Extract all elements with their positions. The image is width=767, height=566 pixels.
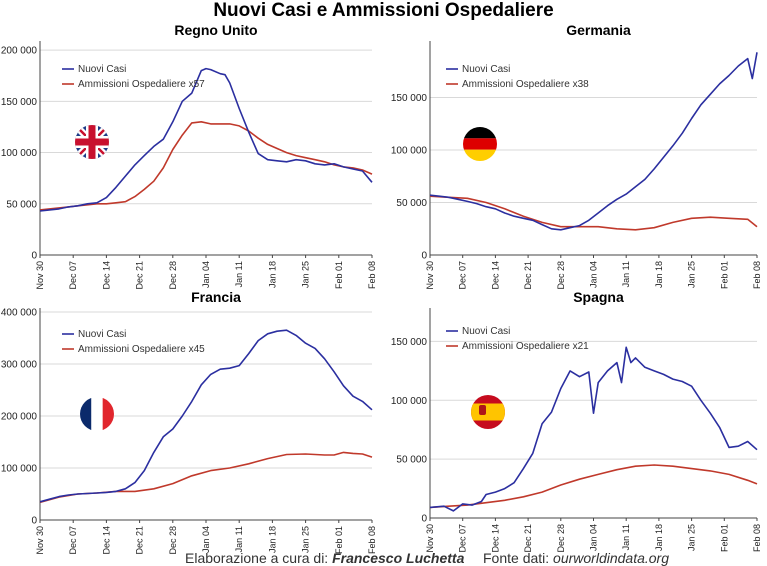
y-tick-label: 150 000 — [1, 97, 38, 108]
x-tick-label: Jan 18 — [654, 261, 664, 288]
chart-title: Germania — [566, 22, 631, 38]
source-label: Fonte dati: — [483, 550, 550, 566]
y-tick-label: 0 — [421, 251, 427, 262]
x-tick-label: Jan 04 — [201, 526, 211, 553]
legend-label: Nuovi Casi — [462, 64, 510, 75]
x-tick-label: Dec 28 — [168, 261, 178, 290]
spain-flag — [471, 395, 505, 429]
credit-label: Elaborazione a cura di: — [185, 550, 329, 566]
series-line-cases — [429, 346, 758, 512]
y-tick-label: 150 000 — [391, 93, 428, 104]
series-line-hospital — [39, 451, 373, 504]
x-tick-label: Dec 28 — [556, 261, 566, 290]
y-tick-label: 200 000 — [1, 46, 38, 57]
x-tick-label: Dec 21 — [135, 261, 145, 290]
x-tick-label: Dec 14 — [490, 524, 500, 553]
chart-title: Francia — [191, 289, 241, 305]
x-tick-label: Jan 11 — [234, 261, 244, 287]
uk-flag — [75, 125, 109, 159]
x-tick-label: Dec 28 — [556, 524, 566, 553]
x-tick-label: Nov 30 — [425, 524, 435, 553]
y-tick-label: 100 000 — [391, 146, 428, 157]
source-value: ourworldindata.org — [553, 550, 670, 566]
legend-label: Ammissioni Ospedaliere x21 — [462, 341, 589, 352]
main-title: Nuovi Casi e Ammissioni Ospedaliere — [213, 0, 554, 21]
x-tick-label: Dec 07 — [458, 524, 468, 553]
chart-2: Germania 0 50 000 100 000 150 000 Nov 30 Dec 0… — [391, 22, 762, 290]
x-tick-label: Dec 07 — [68, 526, 78, 555]
y-tick-label: 200 000 — [1, 412, 38, 423]
credit-author: Francesco Luchetta — [332, 550, 465, 566]
y-tick-label: 100 000 — [1, 148, 38, 159]
x-tick-label: Feb 08 — [367, 261, 377, 289]
x-tick-label: Dec 14 — [101, 526, 111, 555]
y-tick-label: 0 — [31, 251, 37, 262]
legend-label: Ammissioni Ospedaliere x45 — [78, 344, 205, 355]
chart-title: Regno Unito — [174, 22, 257, 38]
legend-label: Ammissioni Ospedaliere x38 — [462, 79, 589, 90]
x-tick-label: Dec 21 — [135, 526, 145, 555]
series-line-cases — [39, 329, 373, 503]
y-tick-label: 400 000 — [1, 308, 38, 319]
y-tick-label: 50 000 — [396, 455, 427, 466]
legend-label: Ammissioni Ospedaliere x57 — [78, 79, 205, 90]
x-tick-label: Jan 25 — [301, 261, 311, 288]
y-tick-label: 100 000 — [391, 396, 428, 407]
x-tick-label: Feb 08 — [367, 526, 377, 554]
x-tick-label: Dec 28 — [168, 526, 178, 555]
y-tick-label: 50 000 — [6, 199, 37, 210]
x-tick-label: Feb 08 — [752, 261, 762, 289]
chart-3: Francia 0 100 000 200 000 300 000 400 000 Nov … — [1, 289, 377, 555]
source: Fonte dati: ourworldindata.org — [483, 550, 669, 566]
y-tick-label: 150 000 — [391, 337, 428, 348]
x-tick-label: Jan 04 — [589, 261, 599, 288]
y-tick-label: 50 000 — [396, 198, 427, 209]
x-tick-label: Dec 07 — [68, 261, 78, 290]
x-tick-label: Jan 25 — [687, 261, 697, 288]
france-flag — [80, 397, 114, 431]
x-tick-label: Feb 01 — [719, 261, 729, 289]
legend-label: Nuovi Casi — [78, 64, 126, 75]
x-tick-label: Jan 25 — [301, 526, 311, 553]
x-tick-label: Nov 30 — [425, 261, 435, 290]
series-line-cases — [429, 52, 758, 231]
germany-flag — [463, 127, 497, 161]
x-tick-label: Dec 21 — [523, 261, 533, 290]
x-tick-label: Jan 11 — [621, 524, 631, 550]
x-tick-label: Jan 18 — [654, 524, 664, 551]
x-tick-label: Dec 21 — [523, 524, 533, 553]
series-line-hospital — [429, 195, 758, 231]
chart-title: Spagna — [573, 289, 624, 305]
y-tick-label: 0 — [31, 516, 37, 527]
legend-label: Nuovi Casi — [462, 326, 510, 337]
y-tick-label: 0 — [421, 514, 427, 525]
x-tick-label: Dec 14 — [490, 261, 500, 290]
x-tick-label: Dec 07 — [458, 261, 468, 290]
x-tick-label: Jan 04 — [589, 524, 599, 551]
x-tick-label: Nov 30 — [35, 526, 45, 555]
x-tick-label: Feb 01 — [334, 526, 344, 554]
x-tick-label: Feb 01 — [334, 261, 344, 289]
y-tick-label: 100 000 — [1, 464, 38, 475]
x-tick-label: Dec 14 — [101, 261, 111, 290]
chart-4: Spagna 0 50 000 100 000 150 000 Nov 30 Dec 07 D… — [391, 289, 762, 553]
x-tick-label: Jan 11 — [621, 261, 631, 287]
series-line-hospital — [429, 464, 758, 509]
x-tick-label: Nov 30 — [35, 261, 45, 290]
x-tick-label: Jan 04 — [201, 261, 211, 288]
y-tick-label: 300 000 — [1, 360, 38, 371]
x-tick-label: Jan 18 — [267, 526, 277, 553]
credit: Elaborazione a cura di: Francesco Luchet… — [185, 550, 464, 566]
chart-1: Regno Unito 0 50 000 100 000 150 000 200 000 N… — [1, 22, 377, 290]
footer: Elaborazione a cura di: Francesco Luchet… — [0, 550, 767, 566]
series-line-hospital — [39, 121, 373, 211]
x-tick-label: Jan 25 — [687, 524, 697, 551]
x-tick-label: Feb 08 — [752, 524, 762, 552]
series-line-cases — [39, 67, 373, 212]
x-tick-label: Jan 11 — [234, 526, 244, 552]
legend-label: Nuovi Casi — [78, 329, 126, 340]
x-tick-label: Feb 01 — [719, 524, 729, 552]
x-tick-label: Jan 18 — [267, 261, 277, 288]
